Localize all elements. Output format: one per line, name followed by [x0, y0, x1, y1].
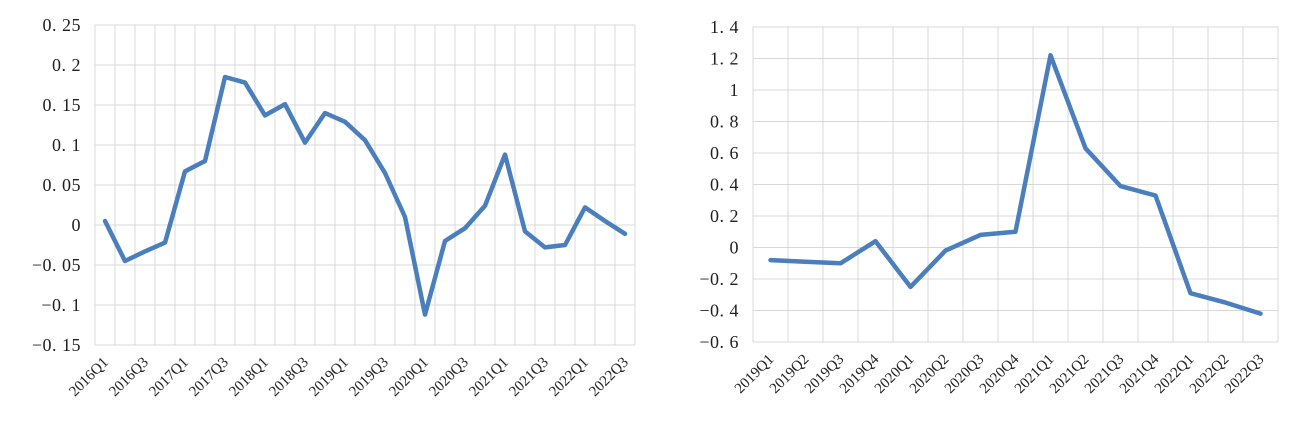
x-axis-tick-label: 2022Q3: [586, 355, 631, 400]
x-axis-tick-label: 2019Q3: [346, 355, 391, 400]
y-axis-tick-label: 1. 2: [710, 49, 739, 69]
x-axis-tick-label: 2016Q3: [106, 355, 151, 400]
y-axis-tick-label: −0. 15: [32, 335, 81, 355]
right-chart: 1. 4 1. 2 1 0. 8 0. 6 0. 4 0. 2 0 −0. 2 −0. 4 −0. …: [699, 17, 1279, 397]
x-axis-tick-label: 2018Q1: [226, 355, 271, 400]
y-axis-tick-label: 1: [730, 80, 740, 100]
x-axis-tick-label: 2022Q1: [546, 355, 591, 400]
y-axis-tick-label: 0. 25: [43, 15, 82, 35]
x-axis-tick-label: 2017Q1: [146, 355, 191, 400]
y-axis-tick-label: −0. 05: [32, 255, 81, 275]
series-line: [768, 53, 1263, 316]
y-axis-tick-label: 0. 15: [43, 95, 82, 115]
y-axis-tick-label: 1. 4: [710, 17, 739, 37]
y-axis-tick-label: −0. 4: [699, 301, 739, 321]
y-axis-tick-label: 0. 2: [710, 206, 739, 226]
y-axis-tick-label: 0. 1: [52, 135, 81, 155]
x-axis-tick-label: 2021Q1: [466, 355, 511, 400]
x-axis-tick-label: 2016Q1: [66, 355, 111, 400]
y-axis-tick-label: 0. 8: [710, 112, 739, 132]
left-chart: 0. 25 0. 2 0. 15 0. 1 0. 05 0 −0. 05 −0. 1 −0. 1…: [32, 15, 636, 400]
x-axis-tick-label: 2020Q3: [426, 355, 471, 400]
x-axis-tick-label: 2017Q3: [186, 355, 231, 400]
y-axis-tick-label: 0: [72, 215, 82, 235]
y-axis-tick-label: −0. 6: [699, 332, 739, 352]
x-axis-tick-label: 2020Q1: [386, 355, 431, 400]
x-axis-tick-label: 2021Q3: [506, 355, 551, 400]
x-axis-tick-label: 2022Q3: [1222, 352, 1267, 397]
y-axis-tick-label: 0. 4: [710, 175, 739, 195]
series-line: [102, 74, 628, 317]
x-axis-tick-label: 2018Q3: [266, 355, 311, 400]
y-axis-tick-label: 0. 05: [43, 175, 82, 195]
y-axis-tick-label: 0: [730, 238, 740, 258]
y-axis-tick-label: 0. 2: [52, 55, 81, 75]
y-axis-tick-label: 0. 6: [710, 143, 739, 163]
y-axis-tick-label: −0. 1: [41, 295, 81, 315]
y-axis-tick-label: −0. 2: [699, 269, 739, 289]
x-axis-tick-label: 2019Q1: [306, 355, 351, 400]
